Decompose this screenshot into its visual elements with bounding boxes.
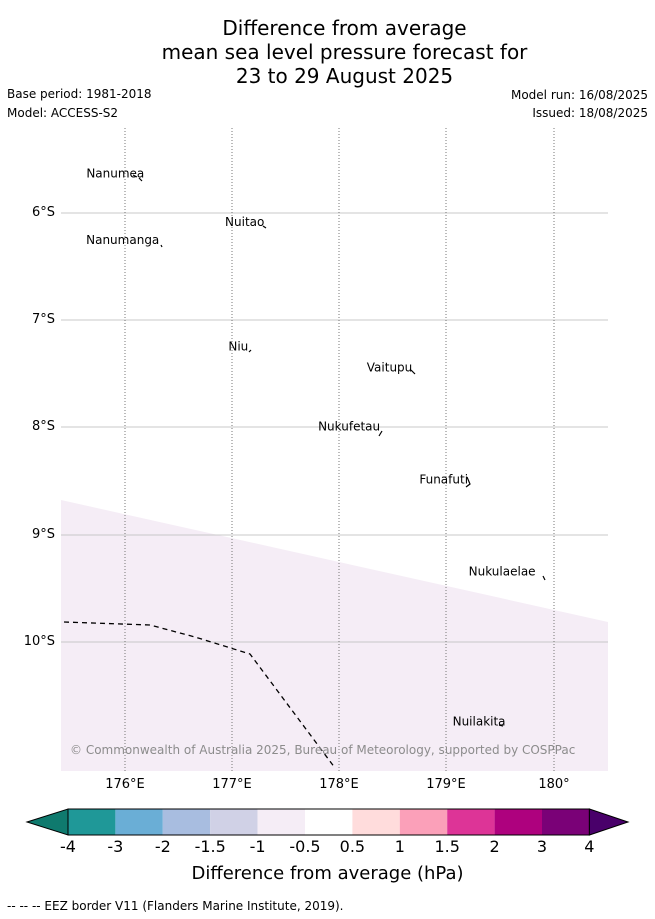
colorbar-extend-high bbox=[588, 808, 630, 836]
place-label-nukulaelae: Nukulaelae bbox=[469, 565, 536, 579]
colorbar bbox=[25, 808, 630, 836]
colorbar-segment bbox=[68, 809, 116, 835]
eez-border bbox=[63, 621, 336, 769]
place-label-vaitupu: Vaitupu bbox=[367, 361, 413, 375]
place-label-nanumanga: Nanumanga bbox=[86, 233, 159, 247]
lat-label-6s: 6°S bbox=[31, 205, 55, 220]
place-label-funafuti: Funafuti bbox=[419, 472, 468, 486]
lon-label-179e: 179°E bbox=[426, 777, 466, 792]
title-line-3: 23 to 29 August 2025 bbox=[235, 64, 454, 88]
island-funafuti bbox=[465, 476, 471, 488]
place-label-nuilakita: Nuilakita bbox=[453, 715, 506, 729]
lat-label-7s: 7°S bbox=[31, 312, 55, 327]
colorbar-segment bbox=[162, 809, 211, 835]
island-nukufetau bbox=[378, 430, 383, 437]
island-nukulaelae bbox=[542, 575, 546, 581]
place-label-niu: Niu bbox=[228, 339, 248, 353]
island-shapes bbox=[132, 174, 546, 727]
place-labels: Nanumea Nuitao Nanumanga Niu Vaitupu Nukufeta… bbox=[86, 167, 535, 729]
latitude-gridlines bbox=[61, 212, 608, 643]
place-label-nuitao: Nuitao bbox=[225, 215, 264, 229]
colorbar-extend-low bbox=[25, 808, 69, 836]
map-title: Difference from average mean sea level p… bbox=[0, 16, 655, 88]
lon-label-177e: 177°E bbox=[212, 777, 252, 792]
colorbar-segment bbox=[305, 809, 353, 835]
place-label-nukufetau: Nukufetau bbox=[318, 420, 380, 434]
copyright-text: © Commonwealth of Australia 2025, Bureau… bbox=[70, 743, 575, 757]
issued-text: Issued: 18/08/2025 bbox=[532, 106, 648, 120]
longitude-gridlines bbox=[124, 128, 555, 771]
colorbar-tick-label: -0.5 bbox=[289, 837, 321, 856]
lon-label-180: 180° bbox=[538, 777, 570, 792]
colorbar-segment bbox=[257, 809, 305, 835]
eez-legend-text: -- -- -- EEZ border V11 (Flanders Marine… bbox=[7, 899, 344, 913]
colorbar-segment bbox=[210, 809, 258, 835]
colorbar-tick-label: -2 bbox=[154, 837, 171, 856]
lat-label-9s: 9°S bbox=[31, 527, 55, 542]
colorbar-segment bbox=[352, 809, 400, 835]
colorbar-segment bbox=[399, 809, 448, 835]
colorbar-segment bbox=[447, 809, 495, 835]
colorbar-tick-label: 0.5 bbox=[339, 837, 366, 856]
place-label-nanumea: Nanumea bbox=[86, 167, 144, 181]
colorbar-segment bbox=[542, 809, 590, 835]
colorbar-title: Difference from average (hPa) bbox=[191, 863, 464, 884]
colorbar-tick-label: -1 bbox=[249, 837, 266, 856]
colorbar-segment bbox=[115, 809, 163, 835]
pressure-anomaly-shading bbox=[61, 500, 608, 771]
island-nanumea bbox=[132, 174, 143, 182]
colorbar-tick-label: -4 bbox=[60, 837, 76, 856]
colorbar-tick-label: 4 bbox=[584, 837, 595, 856]
title-line-1: Difference from average bbox=[222, 16, 467, 40]
lat-label-8s: 8°S bbox=[31, 419, 55, 434]
title-line-2: mean sea level pressure forecast for bbox=[161, 40, 528, 64]
model-text: Model: ACCESS-S2 bbox=[7, 106, 119, 120]
island-vaitupu bbox=[410, 369, 416, 375]
colorbar-tick-label: 3 bbox=[536, 837, 548, 856]
island-nuilakita bbox=[498, 724, 504, 727]
base-period-text: Base period: 1981-2018 bbox=[7, 87, 152, 101]
map-panel: Nanumea Nuitao Nanumanga Niu Vaitupu Nukufeta… bbox=[61, 128, 608, 771]
lon-label-176e: 176°E bbox=[105, 777, 145, 792]
island-nanumanga bbox=[160, 244, 163, 248]
colorbar-tick-label: -1.5 bbox=[194, 837, 226, 856]
island-niu bbox=[248, 349, 252, 353]
colorbar-segment bbox=[494, 809, 542, 835]
colorbar-tick-label: 1 bbox=[394, 837, 405, 856]
colorbar-tick-label: 2 bbox=[489, 837, 500, 856]
colorbar-tick-label: 1.5 bbox=[434, 837, 460, 856]
colorbar-tick-label: -3 bbox=[107, 837, 124, 856]
island-nuitao bbox=[262, 225, 267, 229]
lon-label-178e: 178°E bbox=[319, 777, 359, 792]
lat-label-10s: 10°S bbox=[23, 634, 55, 649]
model-run-text: Model run: 16/08/2025 bbox=[510, 88, 648, 102]
